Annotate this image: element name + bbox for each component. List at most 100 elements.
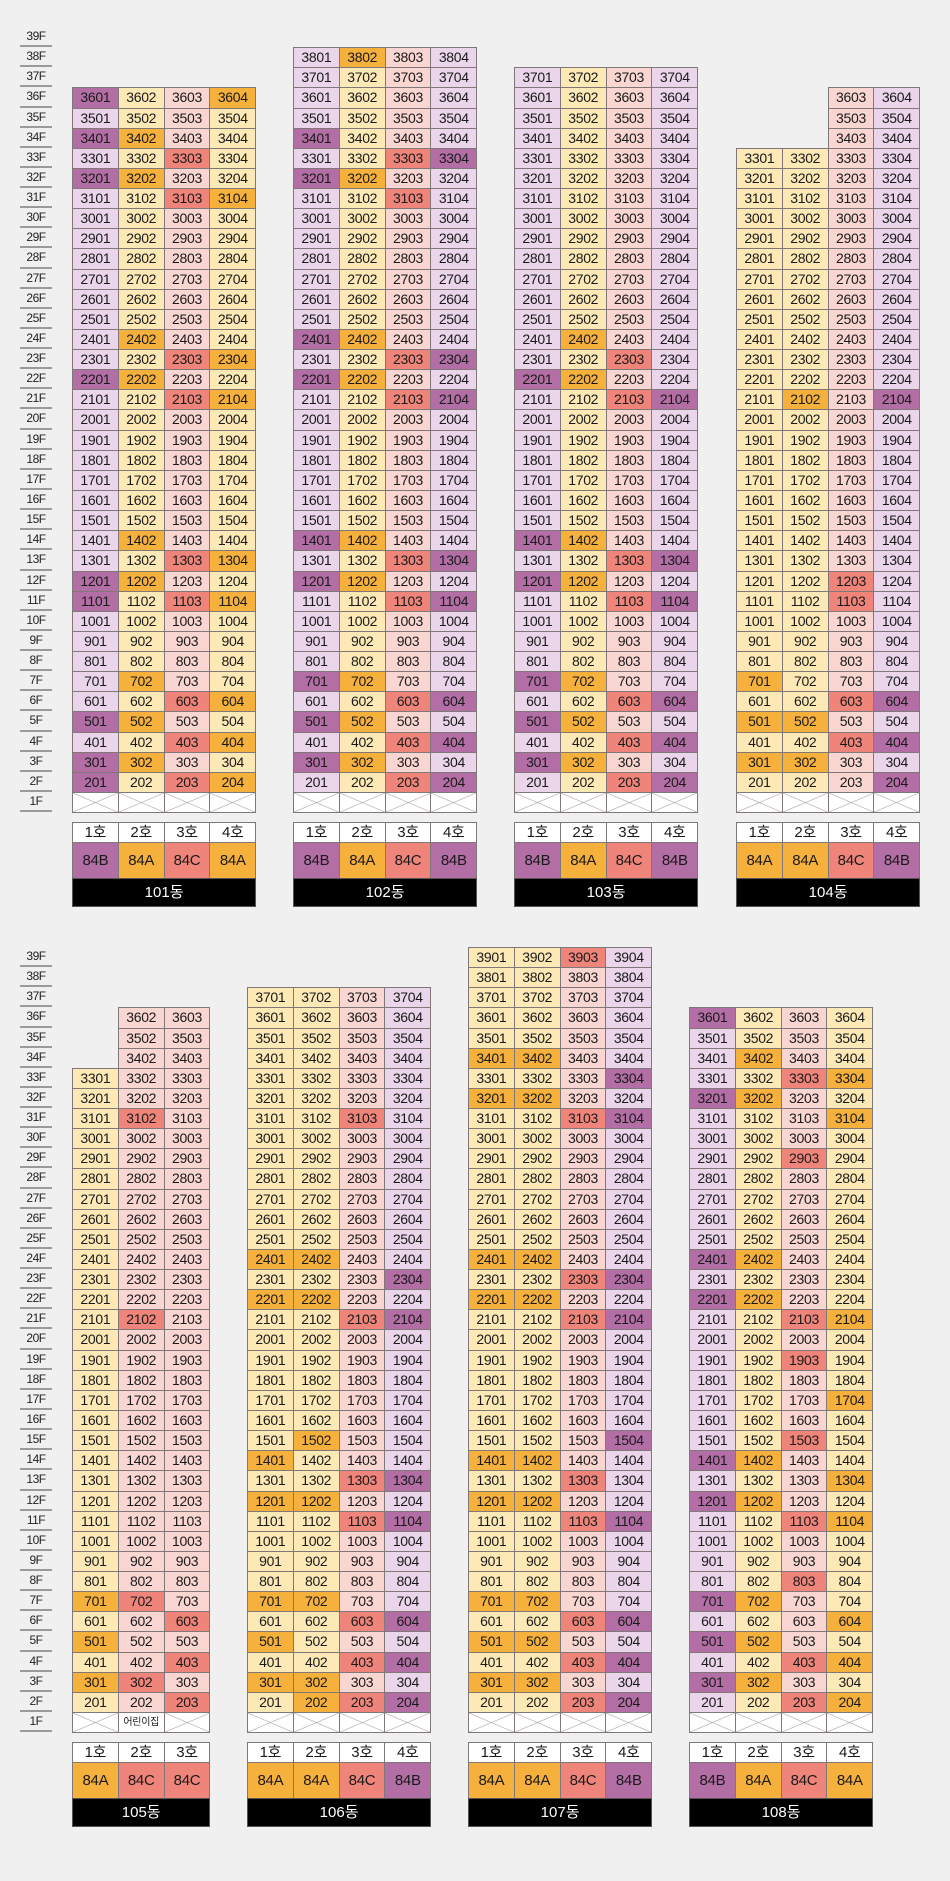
unit-cell[interactable]: 3404	[826, 1047, 874, 1069]
unit-cell-highlighted[interactable]: 604	[873, 691, 921, 713]
unit-cell[interactable]: 602	[559, 691, 607, 713]
unit-cell[interactable]: 3702	[292, 987, 340, 1009]
unit-cell[interactable]: 3001	[514, 208, 561, 230]
unit-cell[interactable]: 2604	[430, 288, 478, 310]
unit-cell[interactable]: 201	[736, 771, 783, 793]
unit-cell[interactable]: 3404	[873, 127, 921, 149]
unit-cell-highlighted[interactable]: 701	[689, 1591, 736, 1613]
unit-cell-highlighted[interactable]: 1304	[651, 550, 699, 572]
unit-cell[interactable]: 402	[559, 731, 607, 753]
unit-cell[interactable]: 3004	[430, 208, 478, 230]
unit-cell[interactable]: 1103	[163, 1510, 211, 1532]
unit-cell[interactable]: 401	[514, 731, 561, 753]
unit-cell[interactable]: 904	[384, 1550, 432, 1573]
unit-cell[interactable]: 1501	[72, 510, 119, 532]
unit-cell-highlighted[interactable]: 1104	[651, 590, 699, 612]
unit-cell[interactable]: 1802	[734, 1369, 782, 1391]
unit-cell[interactable]: 2901	[468, 1148, 515, 1170]
unit-cell-highlighted[interactable]: 1402	[559, 530, 607, 552]
unit-cell[interactable]: 2503	[559, 1228, 607, 1250]
unit-cell[interactable]: 1002	[781, 610, 829, 632]
unit-cell[interactable]: 2201	[72, 1289, 119, 1311]
unit-cell[interactable]: 1903	[163, 1349, 211, 1371]
unit-cell[interactable]: 2302	[117, 1269, 165, 1291]
unit-cell[interactable]: 503	[827, 711, 875, 733]
unit-cell-highlighted[interactable]: 803	[780, 1571, 828, 1593]
unit-cell[interactable]: 2501	[736, 308, 783, 330]
unit-cell[interactable]: 2204	[873, 369, 921, 391]
unit-cell-highlighted[interactable]: 2103	[163, 389, 211, 411]
unit-cell[interactable]: 2901	[689, 1148, 736, 1170]
unit-cell[interactable]: 303	[338, 1671, 386, 1693]
unit-cell[interactable]: 1602	[559, 489, 607, 512]
unit-cell[interactable]: 2303	[827, 349, 875, 371]
unit-cell[interactable]: 2203	[163, 369, 211, 391]
unit-cell[interactable]: 2603	[605, 288, 653, 310]
unit-cell[interactable]: 2904	[873, 228, 921, 250]
unit-cell[interactable]: 2001	[72, 1329, 119, 1351]
unit-cell[interactable]: 2203	[338, 1289, 386, 1311]
unit-cell[interactable]: 3201	[72, 1087, 119, 1110]
unit-cell[interactable]: 1502	[559, 510, 607, 532]
unit-cell[interactable]: 201	[293, 771, 340, 793]
unit-cell[interactable]: 3204	[826, 1087, 874, 1110]
unit-cell[interactable]: 1203	[163, 1490, 211, 1512]
unit-cell[interactable]: 2803	[780, 1168, 828, 1190]
unit-cell[interactable]: 2701	[72, 1188, 119, 1210]
unit-cell[interactable]: 1603	[559, 1409, 607, 1432]
unit-cell[interactable]: 3101	[736, 188, 783, 210]
unit-cell[interactable]: 2904	[430, 228, 478, 250]
unit-cell[interactable]: 1901	[736, 429, 783, 451]
unit-cell[interactable]: 1004	[605, 1530, 653, 1552]
unit-cell[interactable]: 3501	[72, 107, 119, 129]
unit-cell[interactable]: 2401	[72, 328, 119, 351]
unit-cell[interactable]: 3202	[559, 167, 607, 190]
unit-cell[interactable]: 2903	[163, 1148, 211, 1170]
unit-cell[interactable]: 2004	[605, 1329, 653, 1351]
unit-cell[interactable]: 3004	[209, 208, 257, 230]
unit-cell[interactable]: 3103	[827, 188, 875, 210]
unit-cell[interactable]: 2803	[605, 248, 653, 270]
unit-cell[interactable]: 3501	[514, 107, 561, 129]
unit-cell[interactable]: 2904	[209, 228, 257, 250]
unit-cell[interactable]: 3404	[209, 127, 257, 149]
unit-cell[interactable]: 1501	[689, 1430, 736, 1452]
unit-cell[interactable]: 704	[873, 671, 921, 693]
unit-cell[interactable]: 3401	[247, 1047, 294, 1069]
unit-cell[interactable]: 3101	[72, 1108, 119, 1130]
unit-cell[interactable]: 3603	[605, 87, 653, 109]
unit-cell[interactable]: 1001	[72, 1530, 119, 1552]
unit-cell[interactable]: 1002	[734, 1530, 782, 1552]
unit-cell[interactable]: 2203	[605, 369, 653, 391]
unit-cell[interactable]: 3703	[559, 987, 607, 1009]
unit-cell-highlighted[interactable]: 302	[734, 1671, 782, 1693]
unit-cell[interactable]: 1601	[689, 1409, 736, 1432]
unit-cell[interactable]: 2502	[338, 308, 386, 330]
unit-cell-highlighted[interactable]: 501	[72, 1631, 119, 1653]
unit-cell[interactable]: 2701	[247, 1188, 294, 1210]
unit-cell[interactable]: 2203	[780, 1289, 828, 1311]
unit-cell-highlighted[interactable]: 702	[734, 1591, 782, 1613]
unit-cell[interactable]: 3003	[559, 1128, 607, 1150]
unit-cell[interactable]: 601	[293, 691, 340, 713]
unit-cell[interactable]: 3701	[293, 67, 340, 89]
unit-cell[interactable]: 2802	[338, 248, 386, 270]
unit-cell[interactable]: 2503	[163, 1228, 211, 1250]
unit-cell-highlighted[interactable]: 2103	[559, 1309, 607, 1331]
unit-cell[interactable]: 1704	[209, 469, 257, 491]
unit-cell[interactable]: 3102	[338, 188, 386, 210]
unit-cell[interactable]: 2902	[117, 228, 165, 250]
unit-cell[interactable]: 2304	[651, 349, 699, 371]
unit-cell[interactable]: 1502	[117, 1430, 165, 1452]
unit-cell[interactable]: 601	[514, 691, 561, 713]
unit-cell[interactable]: 801	[72, 1571, 119, 1593]
unit-cell[interactable]: 3303	[338, 1067, 386, 1089]
unit-cell[interactable]: 3402	[292, 1047, 340, 1069]
unit-cell-highlighted[interactable]: 1201	[72, 570, 119, 592]
unit-cell[interactable]: 1703	[605, 469, 653, 491]
unit-cell[interactable]: 3102	[117, 188, 165, 210]
unit-cell-highlighted[interactable]: 501	[514, 711, 561, 733]
unit-cell[interactable]: 2601	[72, 1208, 119, 1230]
unit-cell[interactable]: 3203	[163, 1087, 211, 1110]
unit-cell[interactable]: 1702	[513, 1389, 561, 1411]
